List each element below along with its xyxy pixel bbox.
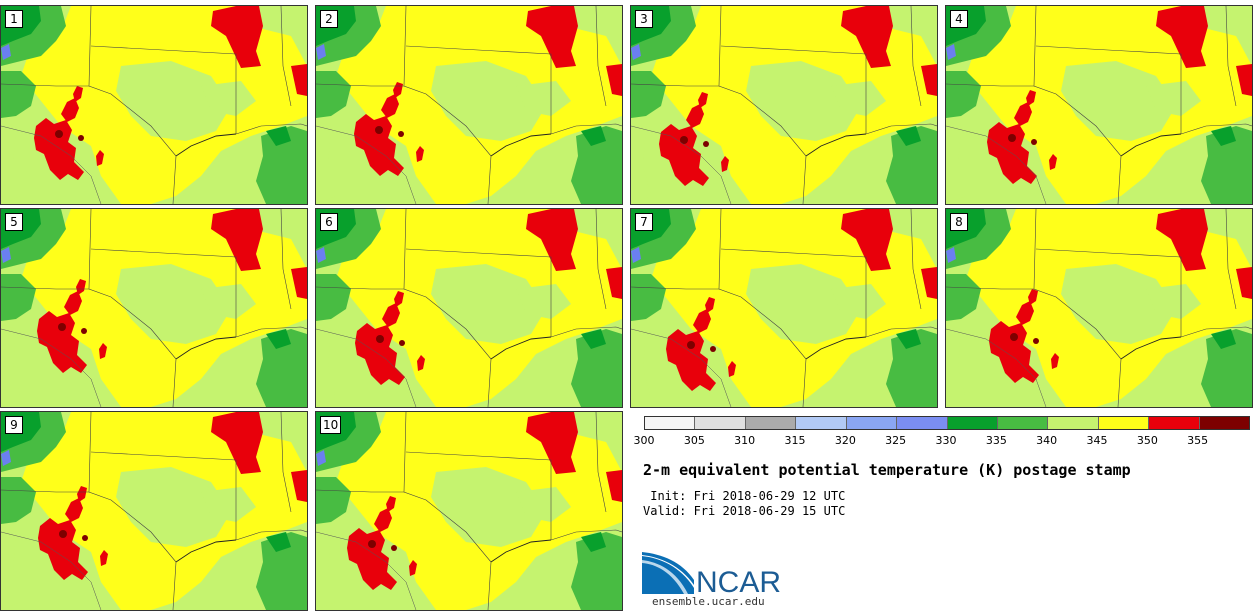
stamp-map (1, 6, 307, 204)
stamp-number: 8 (950, 213, 968, 231)
stamp-map (316, 209, 622, 407)
colorbar-segment (745, 417, 797, 429)
colorbar-tick-label: 355 (1187, 434, 1209, 447)
colorbar-tick-label: 335 (985, 434, 1007, 447)
postage-stamp-7: 7 (630, 208, 938, 408)
colorbar-segment (796, 417, 847, 429)
postage-stamp-8: 8 (945, 208, 1253, 408)
stamp-number: 2 (320, 10, 338, 28)
colorbar-tick-label: 345 (1086, 434, 1108, 447)
stamp-map (316, 412, 622, 610)
postage-stamp-10: 10 (315, 411, 623, 611)
stamp-map (631, 209, 937, 407)
colorbar-segment (645, 417, 696, 429)
stamp-number: 10 (320, 416, 342, 434)
stamp-map (1, 209, 307, 407)
colorbar-tick-label: 320 (834, 434, 856, 447)
colorbar-segment (997, 417, 1049, 429)
valid-time: Valid: Fri 2018-06-29 15 UTC (643, 504, 846, 518)
stamp-number: 7 (635, 213, 653, 231)
postage-stamp-6: 6 (315, 208, 623, 408)
stamp-number: 1 (5, 10, 23, 28)
stamp-number: 5 (5, 213, 23, 231)
postage-stamp-5: 5 (0, 208, 308, 408)
stamp-number: 4 (950, 10, 968, 28)
postage-stamp-4: 4 (945, 5, 1253, 205)
colorbar-tick-label: 330 (935, 434, 957, 447)
colorbar-tick-label: 325 (885, 434, 907, 447)
stamp-map (316, 6, 622, 204)
colorbar-segment (695, 417, 746, 429)
postage-stamp-3: 3 (630, 5, 938, 205)
stamp-map (946, 6, 1252, 204)
colorbar-tick-label: 300 (633, 434, 655, 447)
colorbar-tick-label: 315 (784, 434, 806, 447)
colorbar-segment (1098, 417, 1150, 429)
postage-stamp-1: 1 (0, 5, 308, 205)
colorbar-segment (1048, 417, 1099, 429)
colorbar-tick-label: 350 (1136, 434, 1158, 447)
stamp-number: 6 (320, 213, 338, 231)
colorbar-segment (1149, 417, 1200, 429)
colorbar (644, 416, 1250, 430)
colorbar-segment (846, 417, 898, 429)
colorbar-tick-label: 305 (683, 434, 705, 447)
colorbar-segment (897, 417, 948, 429)
stamp-map (946, 209, 1252, 407)
ncar-logo: NCAR (642, 552, 781, 594)
postage-stamp-2: 2 (315, 5, 623, 205)
stamp-map (631, 6, 937, 204)
colorbar-tick-label: 310 (734, 434, 756, 447)
figure-title: 2-m equivalent potential temperature (K)… (643, 461, 1131, 479)
init-time: Init: Fri 2018-06-29 12 UTC (643, 489, 846, 503)
colorbar-segment (947, 417, 998, 429)
colorbar-segment (1199, 417, 1250, 429)
colorbar-tick-label: 340 (1036, 434, 1058, 447)
postage-stamp-9: 9 (0, 411, 308, 611)
logo-url: ensemble.ucar.edu (652, 595, 765, 608)
stamp-number: 9 (5, 416, 23, 434)
stamp-number: 3 (635, 10, 653, 28)
stamp-map (1, 412, 307, 610)
logo-text: NCAR (696, 566, 781, 594)
